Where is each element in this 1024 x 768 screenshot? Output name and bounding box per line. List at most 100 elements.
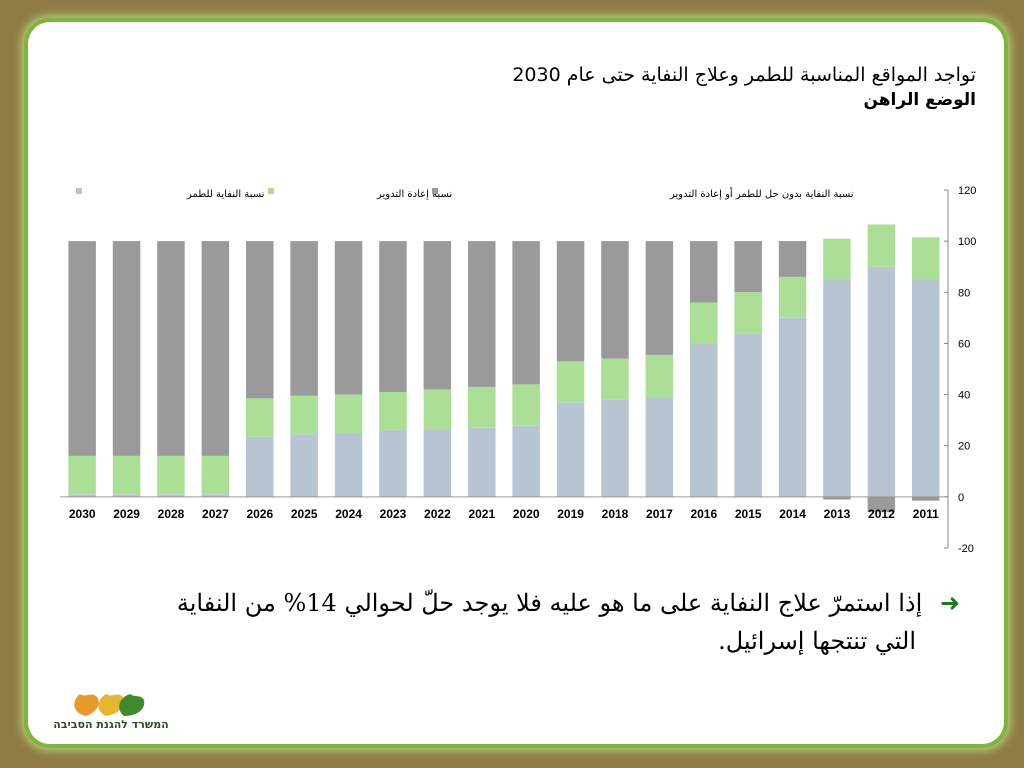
legend-swatch <box>76 188 82 194</box>
bar-2027-series-0 <box>201 494 230 497</box>
bar-2011-series-1 <box>912 237 940 280</box>
legend-swatch <box>432 188 438 194</box>
x-tick-label: 2026 <box>246 507 273 521</box>
legend-swatch <box>268 188 274 194</box>
bar-2027-series-1 <box>201 455 230 495</box>
x-tick-label: 2021 <box>468 507 495 521</box>
bar-2023-series-2 <box>379 241 407 392</box>
bar-2022-series-1 <box>423 389 452 430</box>
bar-2023-series-0 <box>379 430 407 497</box>
bar-2015-series-1 <box>734 292 762 334</box>
y-tick-label: 60 <box>958 338 970 350</box>
slide-title: تواجد المواقع المناسبة للطمر وعلاج النفا… <box>276 62 976 112</box>
y-tick-label: 20 <box>958 441 970 453</box>
bar-2019-series-0 <box>556 402 585 497</box>
x-tick-label: 2027 <box>202 507 229 521</box>
bar-2020-series-1 <box>512 384 540 426</box>
title-line-2: الوضع الراهن <box>863 90 976 110</box>
bar-2021-series-2 <box>468 241 496 387</box>
x-tick-label: 2012 <box>868 507 895 521</box>
legend-label: نسبة إعادة التدوير <box>376 189 452 200</box>
y-tick-label: -20 <box>958 543 974 555</box>
bar-2021-series-0 <box>468 427 496 497</box>
bar-2022-series-2 <box>423 241 452 390</box>
bar-2019-series-1 <box>556 361 585 403</box>
bar-2011-series-0 <box>912 279 940 497</box>
bar-2012-series-0 <box>867 266 896 497</box>
bar-2016-series-1 <box>690 302 718 344</box>
bar-2011-series-2 <box>912 496 940 501</box>
bar-2026-series-1 <box>246 398 274 437</box>
bar-2024-series-1 <box>334 394 363 433</box>
x-tick-label: 2030 <box>69 507 96 521</box>
x-tick-label: 2024 <box>335 507 362 521</box>
y-tick-label: 100 <box>958 236 976 248</box>
bar-2029-series-1 <box>112 455 141 495</box>
bar-2022-series-0 <box>423 429 452 497</box>
leaves-logo-icon <box>74 694 145 716</box>
bar-2028-series-2 <box>157 241 185 456</box>
bar-2026-series-0 <box>246 436 274 497</box>
bar-2027-series-2 <box>201 241 230 456</box>
bar-2012-series-2 <box>867 496 896 513</box>
bar-2014-series-2 <box>778 241 807 277</box>
bar-2014-series-1 <box>778 276 807 318</box>
bar-2024-series-0 <box>334 432 363 497</box>
bar-2018-series-1 <box>601 358 629 400</box>
bar-2030-series-2 <box>68 241 96 456</box>
bar-2021-series-1 <box>468 386 496 428</box>
x-tick-label: 2015 <box>735 507 762 521</box>
x-tick-label: 2029 <box>113 507 140 521</box>
bar-2012-series-1 <box>867 224 896 267</box>
bar-2019-series-2 <box>556 241 585 362</box>
ministry-logo: המשרד להגנת הסביבה <box>46 688 176 738</box>
bar-2030-series-1 <box>68 455 96 495</box>
bar-2023-series-1 <box>379 392 407 431</box>
logo-text: המשרד להגנת הסביבה <box>53 718 169 731</box>
y-tick-label: 0 <box>958 492 964 504</box>
bar-2015-series-0 <box>734 333 762 497</box>
x-tick-label: 2022 <box>424 507 451 521</box>
x-tick-label: 2023 <box>380 507 407 521</box>
bar-2030-series-0 <box>68 494 96 497</box>
legend-label: نسبة النفاية للطمر <box>186 189 264 200</box>
bar-2029-series-0 <box>112 494 141 497</box>
x-tick-label: 2017 <box>646 507 673 521</box>
x-tick-label: 2020 <box>513 507 540 521</box>
bar-2016-series-2 <box>690 241 718 303</box>
bar-2017-series-1 <box>645 354 674 398</box>
x-tick-label: 2025 <box>291 507 318 521</box>
arrow-left-icon: ➜ <box>939 589 960 617</box>
bar-2018-series-0 <box>601 399 629 497</box>
bar-2020-series-2 <box>512 241 540 385</box>
y-tick-label: 120 <box>958 185 976 197</box>
x-tick-label: 2028 <box>158 507 185 521</box>
y-tick-label: 80 <box>958 287 970 299</box>
x-tick-label: 2019 <box>557 507 584 521</box>
x-tick-label: 2016 <box>690 507 717 521</box>
bar-2025-series-1 <box>290 395 318 435</box>
bar-2025-series-2 <box>290 241 318 396</box>
bullet-text: ➜ إذا استمرّ علاج النفاية على ما هو عليه… <box>60 584 960 660</box>
bar-2028-series-0 <box>157 494 185 497</box>
bar-2015-series-2 <box>734 241 762 293</box>
bar-2028-series-1 <box>157 455 185 495</box>
bullet-line-1: إذا استمرّ علاج النفاية على ما هو عليه ف… <box>176 589 923 617</box>
bar-2024-series-2 <box>334 241 363 395</box>
bar-2017-series-2 <box>645 241 674 355</box>
bar-2013-series-1 <box>823 238 851 280</box>
bullet-line-2: التي تنتجها إسرائيل. <box>718 627 916 655</box>
x-tick-label: 2011 <box>913 507 939 521</box>
x-tick-label: 2018 <box>602 507 629 521</box>
bar-2029-series-2 <box>112 241 141 456</box>
bar-2018-series-2 <box>601 241 629 359</box>
x-tick-label: 2014 <box>779 507 806 521</box>
x-tick-label: 2013 <box>824 507 851 521</box>
bar-2025-series-0 <box>290 434 318 497</box>
bar-2016-series-0 <box>690 343 718 497</box>
legend-label: نسبة النفاية بدون حل للطمر أو إعادة التد… <box>669 187 854 200</box>
title-line-1: تواجد المواقع المناسبة للطمر وعلاج النفا… <box>512 64 976 86</box>
bar-2017-series-0 <box>645 397 674 497</box>
bar-2013-series-0 <box>823 279 851 497</box>
